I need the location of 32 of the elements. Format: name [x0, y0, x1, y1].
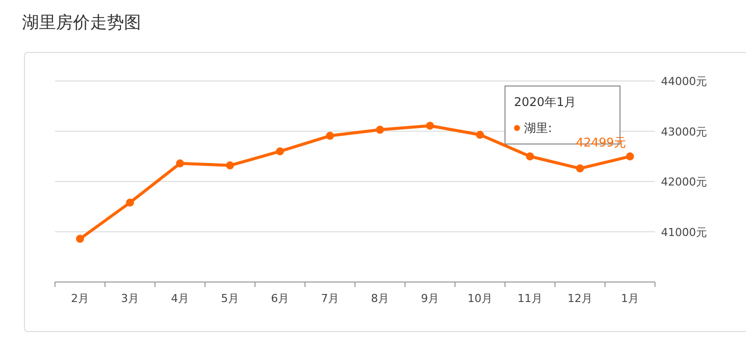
point [326, 132, 334, 140]
point [476, 130, 484, 139]
point [626, 152, 634, 160]
data-label: 42499元 [576, 135, 626, 150]
y-tick-label: 42000元 [661, 176, 707, 188]
y-tick-label: 44000元 [661, 75, 707, 88]
x-tick-label: 1月 [621, 292, 639, 305]
x-tick-label: 9月 [421, 292, 439, 305]
x-tick-label: 10月 [468, 292, 492, 305]
point [226, 161, 234, 170]
annotation: 2020年1月 [514, 95, 576, 109]
point [76, 234, 84, 243]
x-tick-label: 11月 [518, 292, 542, 305]
point [176, 159, 184, 168]
point [576, 164, 584, 172]
x-tick-label: 12月 [568, 292, 592, 305]
x-tick-label: 2月 [71, 292, 89, 305]
chart-title: 湖里房价走势图 [22, 13, 141, 33]
point [126, 198, 134, 207]
y-tick-label: 41000元 [661, 226, 707, 239]
point [426, 122, 434, 130]
x-tick-label: 7月 [321, 292, 339, 305]
point [376, 126, 384, 134]
point [276, 147, 284, 156]
legend-label: 湖里: [524, 121, 552, 135]
x-tick-label: 5月 [221, 292, 239, 305]
x-tick-label: 8月 [371, 292, 389, 305]
y-tick-label: 43000元 [661, 125, 707, 138]
x-tick-label: 3月 [121, 292, 139, 305]
point [526, 152, 534, 160]
x-tick-label: 6月 [271, 292, 289, 305]
x-tick-label: 4月 [171, 292, 189, 305]
